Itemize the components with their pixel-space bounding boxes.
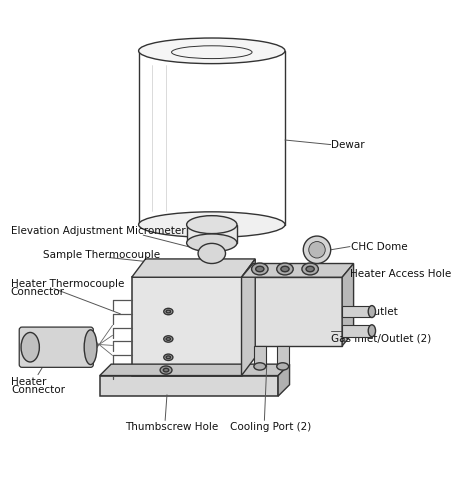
Ellipse shape xyxy=(306,266,314,272)
Ellipse shape xyxy=(166,338,171,341)
Text: Thumbscrew Hole: Thumbscrew Hole xyxy=(125,422,218,432)
Text: Gas Outlet: Gas Outlet xyxy=(342,307,398,317)
Ellipse shape xyxy=(277,363,289,370)
Text: Sample Thermocouple: Sample Thermocouple xyxy=(43,250,160,260)
Bar xyxy=(242,277,342,346)
Text: Elevation Adjustment Micrometer: Elevation Adjustment Micrometer xyxy=(10,227,185,237)
Ellipse shape xyxy=(281,266,289,272)
Polygon shape xyxy=(242,259,255,376)
Ellipse shape xyxy=(309,242,325,258)
Text: Heater Access Hole: Heater Access Hole xyxy=(350,269,451,279)
Ellipse shape xyxy=(187,234,237,252)
Polygon shape xyxy=(100,364,290,376)
Ellipse shape xyxy=(84,330,97,365)
Text: Cooling Port (2): Cooling Port (2) xyxy=(230,422,311,432)
Polygon shape xyxy=(277,346,289,366)
Ellipse shape xyxy=(252,263,268,275)
Ellipse shape xyxy=(277,263,293,275)
Polygon shape xyxy=(342,325,372,337)
Ellipse shape xyxy=(164,336,173,342)
Ellipse shape xyxy=(164,368,169,372)
Polygon shape xyxy=(278,364,290,396)
Ellipse shape xyxy=(368,325,375,337)
Text: CHC Dome: CHC Dome xyxy=(351,242,408,251)
Ellipse shape xyxy=(138,38,285,64)
Polygon shape xyxy=(132,259,255,277)
Ellipse shape xyxy=(368,305,375,317)
Ellipse shape xyxy=(166,310,171,313)
Bar xyxy=(187,225,237,243)
Ellipse shape xyxy=(254,363,266,370)
Ellipse shape xyxy=(160,366,172,374)
Ellipse shape xyxy=(303,236,331,263)
Ellipse shape xyxy=(138,212,285,238)
Ellipse shape xyxy=(21,333,39,362)
Ellipse shape xyxy=(166,356,171,359)
Polygon shape xyxy=(342,263,354,346)
Polygon shape xyxy=(242,263,354,277)
Text: Dewar: Dewar xyxy=(331,140,365,149)
Ellipse shape xyxy=(302,263,319,275)
Bar xyxy=(132,277,242,376)
Polygon shape xyxy=(254,346,266,366)
Polygon shape xyxy=(342,305,372,317)
Ellipse shape xyxy=(255,266,264,272)
Ellipse shape xyxy=(164,308,173,315)
Bar xyxy=(100,376,278,396)
Text: Connector: Connector xyxy=(10,287,64,297)
Text: Gas Inlet/Outlet (2): Gas Inlet/Outlet (2) xyxy=(331,334,431,344)
Ellipse shape xyxy=(164,354,173,360)
Bar xyxy=(202,243,222,287)
Text: Connector: Connector xyxy=(11,385,65,395)
Ellipse shape xyxy=(187,216,237,234)
Text: Heater: Heater xyxy=(11,377,47,388)
Text: Heater Thermocouple: Heater Thermocouple xyxy=(10,279,124,289)
Ellipse shape xyxy=(198,244,226,263)
FancyBboxPatch shape xyxy=(19,327,93,367)
